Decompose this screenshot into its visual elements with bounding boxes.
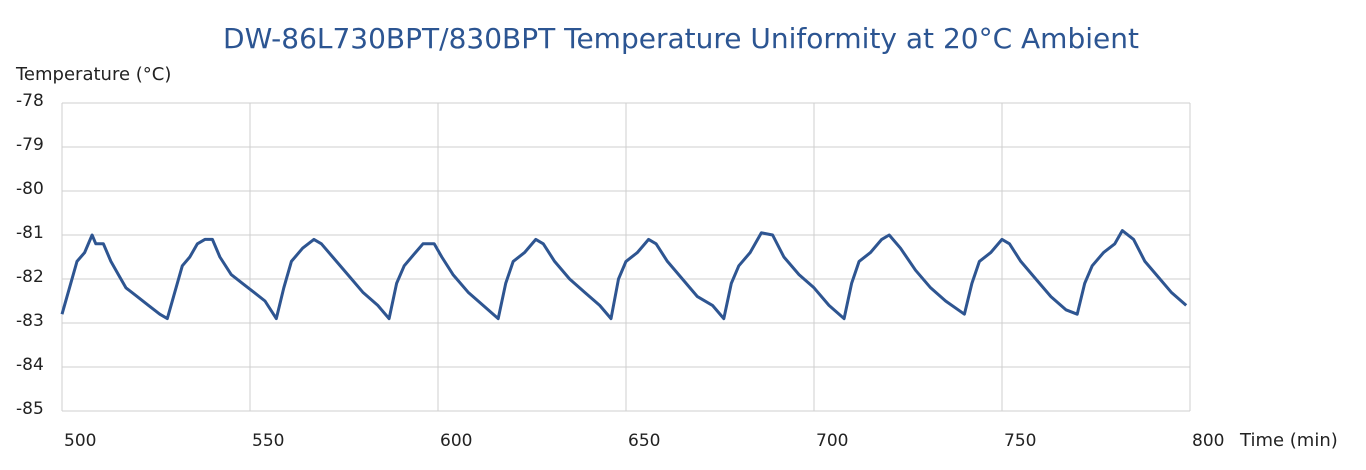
y-tick-label: -80 [16, 179, 44, 199]
y-tick-label: -85 [16, 399, 44, 419]
y-tick-label: -81 [16, 223, 44, 243]
y-tick-label: -82 [16, 267, 44, 287]
y-tick-label: -79 [16, 135, 44, 155]
x-tick-label: 700 [816, 431, 848, 451]
y-tick-label: -78 [16, 91, 44, 111]
x-tick-label: 500 [64, 431, 96, 451]
data-line [60, 229, 1188, 321]
x-tick-label: 600 [440, 431, 472, 451]
y-tick-label: -83 [16, 311, 44, 331]
x-tick-label: 800 [1192, 431, 1224, 451]
y-axis-label: Temperature (°C) [15, 64, 171, 85]
x-axis-label: Time (min) [1239, 430, 1338, 451]
x-tick-label: 650 [628, 431, 660, 451]
x-tick-label: 750 [1004, 431, 1036, 451]
y-tick-label: -84 [16, 355, 44, 375]
x-tick-label: 550 [252, 431, 284, 451]
chart-title: DW-86L730BPT/830BPT Temperature Uniformi… [223, 22, 1139, 55]
